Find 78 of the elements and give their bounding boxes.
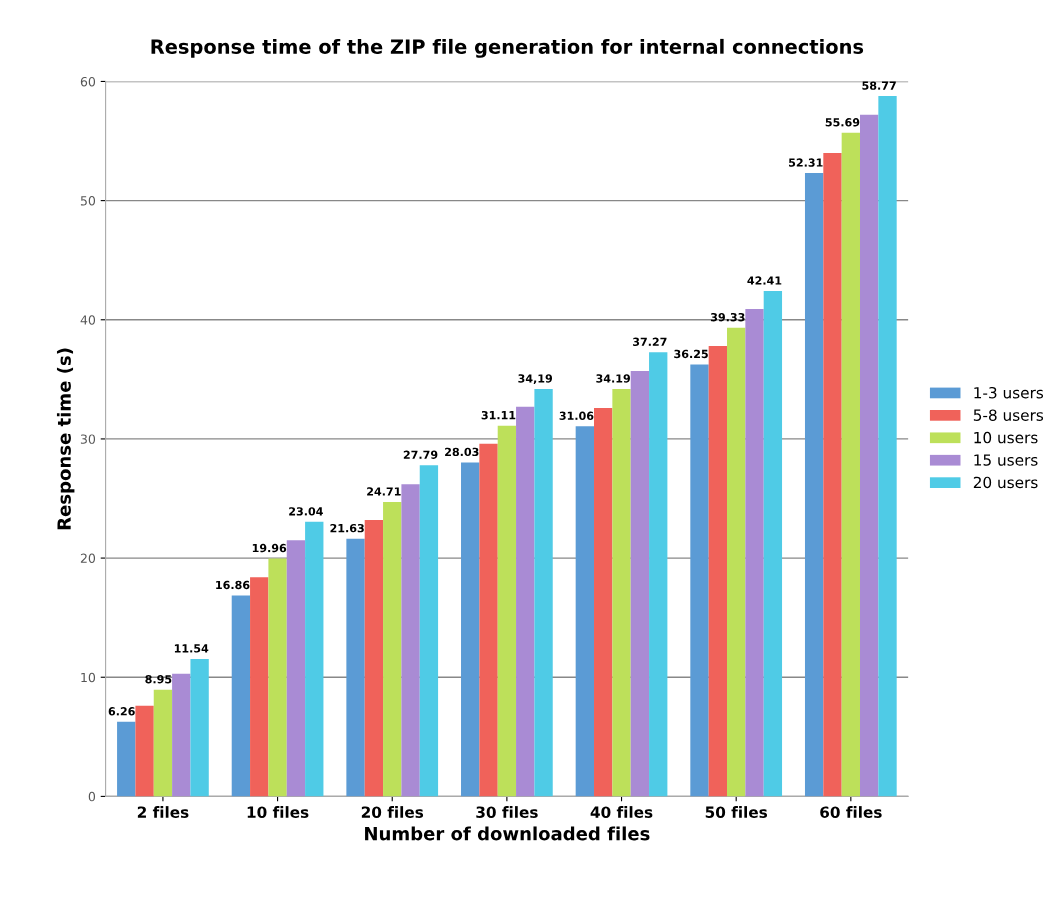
bar bbox=[727, 327, 746, 797]
data-label: 21.63 bbox=[330, 523, 364, 533]
y-tick-label: 0 bbox=[88, 791, 96, 802]
bar bbox=[346, 538, 365, 797]
y-tick-label: 60 bbox=[80, 76, 96, 87]
bar bbox=[461, 462, 480, 797]
bar bbox=[690, 364, 709, 797]
data-label: 58.77 bbox=[862, 81, 896, 90]
data-label: 31.06 bbox=[559, 411, 594, 420]
bar bbox=[135, 705, 154, 797]
bar bbox=[268, 558, 287, 797]
bar bbox=[497, 425, 517, 797]
bar bbox=[823, 152, 842, 797]
legend-label: 20 users bbox=[973, 476, 1038, 489]
y-tick-label: 10 bbox=[81, 672, 96, 683]
data-label: 39.33 bbox=[710, 313, 745, 322]
bar bbox=[878, 96, 897, 797]
y-tick-label: 30 bbox=[80, 434, 96, 444]
data-label: 28.03 bbox=[445, 447, 479, 457]
bar bbox=[250, 577, 269, 797]
bar bbox=[479, 443, 498, 797]
data-label: 55.69 bbox=[825, 118, 860, 127]
data-label: 27.79 bbox=[403, 450, 438, 459]
bar bbox=[190, 658, 209, 797]
data-label: 37.27 bbox=[632, 337, 667, 346]
bar bbox=[534, 389, 553, 797]
y-tick-label: 40 bbox=[80, 315, 96, 325]
bar bbox=[153, 689, 173, 797]
legend-label: 1-3 users bbox=[974, 386, 1044, 399]
bar bbox=[649, 352, 668, 797]
legend-label: 15 users bbox=[974, 454, 1038, 466]
bar bbox=[383, 501, 402, 797]
bar bbox=[117, 721, 136, 797]
bar bbox=[516, 406, 535, 797]
x-tick-label: 10 files bbox=[247, 806, 309, 818]
bar bbox=[286, 540, 306, 797]
bar bbox=[612, 389, 631, 797]
x-tick-label: 30 files bbox=[476, 806, 538, 818]
data-label: 23.04 bbox=[289, 507, 323, 516]
data-label: 52.31 bbox=[789, 158, 823, 167]
data-label: 8.95 bbox=[145, 675, 172, 684]
bar bbox=[841, 132, 861, 797]
y-axis-title: Response time (s) bbox=[56, 348, 75, 530]
bar bbox=[860, 114, 879, 797]
data-label: 16.86 bbox=[216, 580, 250, 590]
x-tick-label: 20 files bbox=[361, 806, 424, 818]
y-tick-label: 20 bbox=[80, 553, 96, 564]
data-label: 36.25 bbox=[674, 349, 708, 359]
bar bbox=[630, 371, 650, 797]
bar bbox=[231, 595, 251, 797]
data-label: 11.54 bbox=[174, 644, 209, 653]
bar bbox=[763, 291, 783, 797]
bar bbox=[745, 309, 764, 797]
data-label: 34.19 bbox=[596, 374, 630, 383]
bar bbox=[401, 484, 420, 797]
bar bbox=[804, 173, 824, 797]
y-tick-label: 50 bbox=[80, 196, 96, 206]
x-tick-label: 40 files bbox=[590, 806, 653, 818]
bar bbox=[419, 465, 439, 797]
bar bbox=[594, 407, 613, 797]
bar bbox=[708, 345, 728, 797]
data-label: 42.41 bbox=[747, 276, 782, 285]
data-label: 24.71 bbox=[367, 487, 401, 496]
data-label: 6.26 bbox=[108, 707, 135, 716]
x-tick-label: 2 files bbox=[137, 806, 189, 818]
chart-title: Response time of the ZIP file generation for internal connections bbox=[151, 38, 864, 58]
legend-label: 5-8 users bbox=[973, 409, 1044, 421]
bar bbox=[172, 673, 191, 797]
bar bbox=[364, 519, 384, 797]
data-label: 31.11 bbox=[481, 410, 516, 420]
data-label: 19.96 bbox=[252, 543, 287, 553]
data-label: 34,19 bbox=[518, 374, 553, 385]
x-tick-label: 60 files bbox=[820, 806, 882, 818]
x-tick-label: 50 files bbox=[705, 806, 768, 818]
x-axis-title: Number of downloaded files bbox=[365, 826, 650, 841]
legend-label: 10 users bbox=[974, 431, 1038, 444]
bar bbox=[305, 521, 324, 797]
bar bbox=[575, 426, 595, 797]
